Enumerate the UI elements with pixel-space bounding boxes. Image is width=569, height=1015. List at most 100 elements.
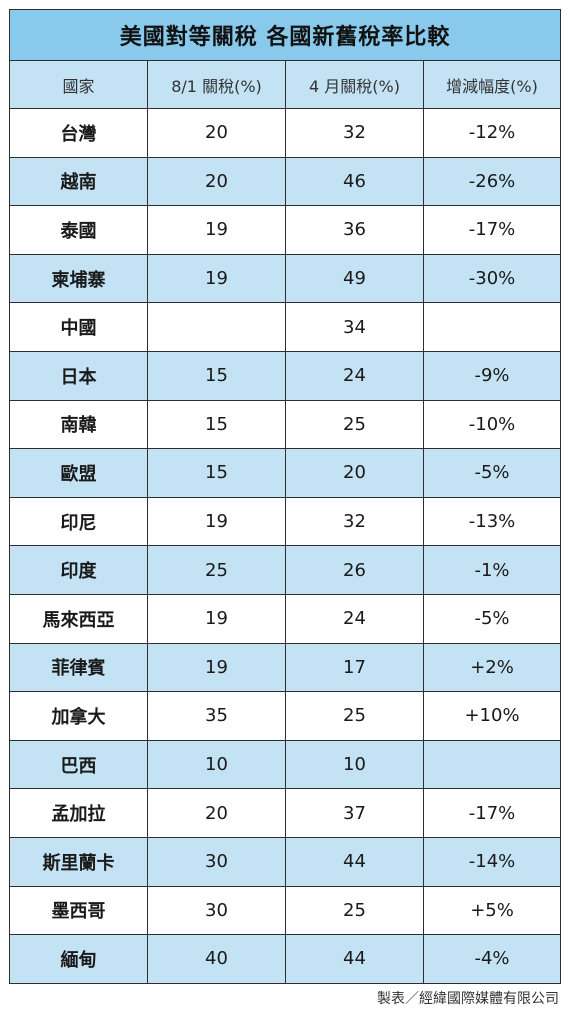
- change-cell: -1%: [422, 545, 562, 595]
- aug-tariff-cell: 35: [147, 691, 286, 741]
- apr-tariff-cell: 17: [285, 642, 424, 693]
- country-cell: 歐盟: [9, 448, 148, 498]
- change-cell: +2%: [422, 642, 562, 693]
- aug-tariff-cell: 19: [147, 253, 286, 304]
- apr-tariff-cell: 26: [285, 545, 424, 595]
- aug-tariff-cell: 15: [147, 350, 286, 401]
- apr-tariff-cell: 24: [285, 350, 424, 401]
- apr-tariff-cell: 44: [285, 934, 424, 984]
- apr-tariff-cell: 25: [285, 399, 424, 450]
- table-row: 泰國 19 36 -17%: [9, 205, 562, 255]
- aug-tariff-cell: 19: [147, 642, 286, 693]
- change-cell: +10%: [422, 691, 562, 741]
- column-header-country: 國家: [9, 60, 148, 109]
- table-row: 柬埔寨 19 49 -30%: [9, 253, 562, 304]
- table-row: 斯里蘭卡 30 44 -14%: [9, 836, 562, 887]
- column-header-aug-tariff: 8/1 關稅(%): [147, 60, 286, 109]
- apr-tariff-cell: 25: [285, 885, 424, 936]
- country-cell: 台灣: [9, 108, 148, 158]
- country-cell: 南韓: [9, 399, 148, 450]
- table-row: 台灣 20 32 -12%: [9, 108, 562, 158]
- apr-tariff-cell: 24: [285, 593, 424, 644]
- change-cell: -12%: [422, 108, 562, 158]
- change-cell: [422, 302, 562, 352]
- apr-tariff-cell: 32: [285, 496, 424, 547]
- table-body: 台灣 20 32 -12% 越南 20 46 -26% 泰國 19 36 -17% 柬埔寨 19 49 -30…: [9, 108, 562, 984]
- change-cell: -5%: [422, 448, 562, 498]
- table-row: 菲律賓 19 17 +2%: [9, 642, 562, 693]
- apr-tariff-cell: 32: [285, 108, 424, 158]
- change-cell: -13%: [422, 496, 562, 547]
- country-cell: 泰國: [9, 205, 148, 255]
- table-row: 印尼 19 32 -13%: [9, 496, 562, 547]
- table-title: 美國對等關稅 各國新舊稅率比較: [8, 9, 562, 61]
- apr-tariff-cell: 44: [285, 836, 424, 887]
- country-cell: 日本: [9, 350, 148, 401]
- table-row: 越南 20 46 -26%: [9, 156, 562, 207]
- apr-tariff-cell: 37: [285, 788, 424, 838]
- country-cell: 印尼: [9, 496, 148, 547]
- table-row: 巴西 10 10: [9, 739, 562, 790]
- country-cell: 柬埔寨: [9, 253, 148, 304]
- aug-tariff-cell: 40: [147, 934, 286, 984]
- aug-tariff-cell: 25: [147, 545, 286, 595]
- change-cell: -10%: [422, 399, 562, 450]
- table-row: 日本 15 24 -9%: [9, 350, 562, 401]
- apr-tariff-cell: 49: [285, 253, 424, 304]
- change-cell: -9%: [422, 350, 562, 401]
- change-cell: -17%: [422, 788, 562, 838]
- table-row: 中國 34: [9, 302, 562, 352]
- change-cell: -30%: [422, 253, 562, 304]
- column-header-apr-tariff: 4 月關稅(%): [285, 60, 424, 109]
- country-cell: 斯里蘭卡: [9, 836, 148, 887]
- tariff-comparison-table: 美國對等關稅 各國新舊稅率比較 國家 8/1 關稅(%) 4 月關稅(%) 增減…: [8, 9, 562, 984]
- country-cell: 菲律賓: [9, 642, 148, 693]
- table-row: 歐盟 15 20 -5%: [9, 448, 562, 498]
- country-cell: 墨西哥: [9, 885, 148, 936]
- aug-tariff-cell: [147, 302, 286, 352]
- change-cell: -17%: [422, 205, 562, 255]
- table-row: 馬來西亞 19 24 -5%: [9, 593, 562, 644]
- aug-tariff-cell: 20: [147, 108, 286, 158]
- aug-tariff-cell: 30: [147, 885, 286, 936]
- country-cell: 馬來西亞: [9, 593, 148, 644]
- country-cell: 印度: [9, 545, 148, 595]
- table-row: 孟加拉 20 37 -17%: [9, 788, 562, 838]
- aug-tariff-cell: 20: [147, 788, 286, 838]
- country-cell: 越南: [9, 156, 148, 207]
- column-header-change: 增減幅度(%): [422, 60, 562, 109]
- country-cell: 中國: [9, 302, 148, 352]
- source-credit: 製表／經緯國際媒體有限公司: [377, 991, 559, 1007]
- change-cell: -4%: [422, 934, 562, 984]
- apr-tariff-cell: 25: [285, 691, 424, 741]
- table-row: 緬甸 40 44 -4%: [9, 934, 562, 984]
- change-cell: -14%: [422, 836, 562, 887]
- country-cell: 緬甸: [9, 934, 148, 984]
- table-row: 南韓 15 25 -10%: [9, 399, 562, 450]
- aug-tariff-cell: 20: [147, 156, 286, 207]
- apr-tariff-cell: 10: [285, 739, 424, 790]
- aug-tariff-cell: 15: [147, 399, 286, 450]
- country-cell: 加拿大: [9, 691, 148, 741]
- change-cell: +5%: [422, 885, 562, 936]
- table-row: 墨西哥 30 25 +5%: [9, 885, 562, 936]
- table-row: 加拿大 35 25 +10%: [9, 691, 562, 741]
- aug-tariff-cell: 30: [147, 836, 286, 887]
- header-row: 國家 8/1 關稅(%) 4 月關稅(%) 增減幅度(%): [9, 60, 562, 109]
- table-row: 印度 25 26 -1%: [9, 545, 562, 595]
- aug-tariff-cell: 19: [147, 496, 286, 547]
- country-cell: 孟加拉: [9, 788, 148, 838]
- aug-tariff-cell: 19: [147, 593, 286, 644]
- country-cell: 巴西: [9, 739, 148, 790]
- tariff-table-container: 美國對等關稅 各國新舊稅率比較 國家 8/1 關稅(%) 4 月關稅(%) 增減…: [8, 9, 562, 984]
- change-cell: [422, 739, 562, 790]
- apr-tariff-cell: 20: [285, 448, 424, 498]
- apr-tariff-cell: 34: [285, 302, 424, 352]
- change-cell: -26%: [422, 156, 562, 207]
- apr-tariff-cell: 36: [285, 205, 424, 255]
- aug-tariff-cell: 19: [147, 205, 286, 255]
- aug-tariff-cell: 15: [147, 448, 286, 498]
- change-cell: -5%: [422, 593, 562, 644]
- aug-tariff-cell: 10: [147, 739, 286, 790]
- apr-tariff-cell: 46: [285, 156, 424, 207]
